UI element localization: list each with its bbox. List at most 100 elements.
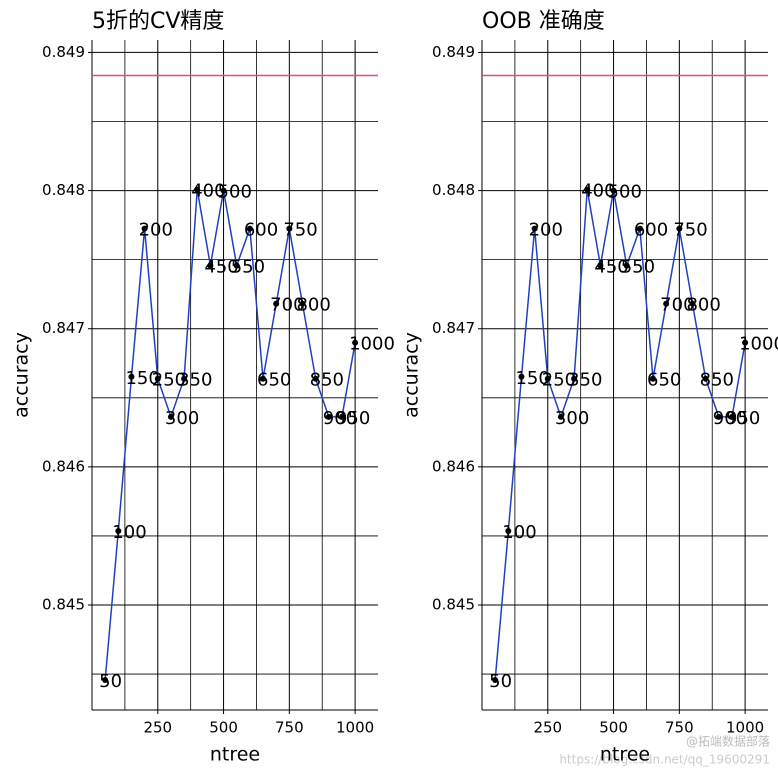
point — [676, 225, 683, 232]
watermark-url: https://blog.csdn.net/qq_19600291 — [559, 753, 770, 767]
point — [286, 225, 293, 232]
series-line — [494, 189, 746, 681]
point — [702, 375, 709, 382]
y-tick-label: 0.845 — [42, 596, 85, 614]
point-label: 200 — [139, 220, 173, 241]
point — [154, 375, 161, 382]
y-tick-label: 0.848 — [42, 181, 85, 199]
point-label: 400 — [581, 181, 615, 202]
point-label: 550 — [231, 257, 265, 278]
x-tick-label: 750 — [275, 719, 304, 737]
point — [650, 375, 657, 382]
point — [325, 413, 332, 420]
point-label: 500 — [218, 182, 252, 203]
point-label: 800 — [296, 295, 330, 316]
y-axis-title: accuracy — [401, 332, 423, 418]
y-tick-label: 0.845 — [432, 596, 475, 614]
point-label: 950 — [726, 408, 760, 429]
point — [352, 339, 359, 346]
watermark-brand: @拓端数据部落 — [686, 734, 770, 749]
point — [597, 262, 604, 269]
point — [273, 300, 280, 307]
point-label: 650 — [647, 370, 681, 391]
point — [715, 413, 722, 420]
series-line — [104, 189, 356, 681]
point-label: 50 — [99, 671, 122, 692]
x-tick-label: 750 — [665, 719, 694, 737]
x-tick-label: 1000 — [336, 719, 374, 737]
point — [128, 373, 135, 380]
point-label: 650 — [257, 370, 291, 391]
point-label: 450 — [594, 257, 628, 278]
point — [102, 677, 109, 684]
point-label: 850 — [310, 370, 344, 391]
point — [623, 262, 630, 269]
point — [299, 300, 306, 307]
point — [663, 300, 670, 307]
point-label: 100 — [112, 522, 146, 543]
chart-title: OOB 准确度 — [482, 9, 605, 34]
point — [167, 413, 174, 420]
y-tick-label: 0.847 — [42, 319, 85, 337]
x-tick-label: 250 — [533, 719, 562, 737]
chart-title: 5折的CV精度 — [92, 9, 224, 34]
point-label: 1000 — [349, 334, 395, 355]
point — [246, 225, 253, 232]
point-label: 100 — [502, 522, 536, 543]
point-label: 250 — [152, 370, 186, 391]
point-label: 700 — [660, 295, 694, 316]
point-label: 1000 — [739, 334, 778, 355]
point — [141, 225, 148, 232]
point — [689, 300, 696, 307]
point-label: 500 — [608, 182, 642, 203]
point — [557, 413, 564, 420]
point — [207, 262, 214, 269]
point-label: 200 — [529, 220, 563, 241]
point — [260, 375, 267, 382]
x-tick-label: 250 — [143, 719, 172, 737]
point — [181, 375, 188, 382]
panel: 0.845 0.846 0.847 0.848 0.849 250 500 750 1000 50… — [401, 9, 778, 766]
point — [312, 375, 319, 382]
point-label: 800 — [686, 295, 720, 316]
y-tick-label: 0.846 — [42, 457, 85, 475]
point — [571, 375, 578, 382]
point-label: 600 — [634, 220, 668, 241]
y-tick-label: 0.848 — [432, 181, 475, 199]
point-label: 450 — [204, 257, 238, 278]
point — [728, 413, 735, 420]
point — [505, 527, 512, 534]
point — [544, 375, 551, 382]
point-label: 750 — [283, 220, 317, 241]
y-tick-label: 0.849 — [432, 43, 475, 61]
point-label: 250 — [542, 370, 576, 391]
y-tick-label: 0.847 — [432, 319, 475, 337]
y-tick-label: 0.846 — [432, 457, 475, 475]
point-label: 750 — [673, 220, 707, 241]
x-axis-title: ntree — [600, 744, 650, 766]
point — [584, 186, 591, 193]
point — [531, 225, 538, 232]
x-tick-label: 500 — [209, 719, 238, 737]
point-label: 300 — [165, 408, 199, 429]
point — [233, 262, 240, 269]
point — [610, 187, 617, 194]
point — [338, 413, 345, 420]
point-label: 50 — [489, 671, 512, 692]
point-label: 150 — [515, 368, 549, 389]
y-axis-title: accuracy — [11, 332, 33, 418]
x-tick-label: 1000 — [726, 719, 764, 737]
point-label: 300 — [555, 408, 589, 429]
point-label: 700 — [270, 295, 304, 316]
point — [194, 186, 201, 193]
point-label: 550 — [621, 257, 655, 278]
point — [636, 225, 643, 232]
point — [115, 527, 122, 534]
point-label: 350 — [178, 370, 212, 391]
point — [220, 187, 227, 194]
point — [518, 373, 525, 380]
point-label: 400 — [191, 181, 225, 202]
x-tick-label: 500 — [599, 719, 628, 737]
point-label: 600 — [244, 220, 278, 241]
